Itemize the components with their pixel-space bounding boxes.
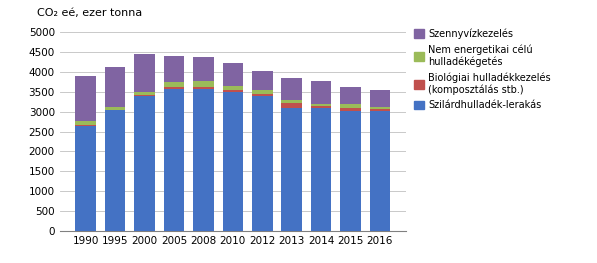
Bar: [164, 56, 184, 82]
Bar: [105, 110, 125, 231]
Bar: [252, 90, 273, 94]
Bar: [134, 92, 155, 95]
Bar: [340, 108, 361, 111]
Bar: [340, 87, 361, 104]
Bar: [164, 89, 184, 231]
Bar: [311, 108, 331, 231]
Bar: [75, 125, 96, 231]
Bar: [164, 82, 184, 87]
Bar: [134, 54, 155, 92]
Bar: [105, 109, 125, 110]
Bar: [75, 76, 96, 121]
Bar: [164, 87, 184, 89]
Bar: [193, 89, 214, 231]
Legend: Szennyvízkezelés, Nem energetikai célú
hulladékégetés, Biológiai hulladékkezelés: Szennyvízkezelés, Nem energetikai célú h…: [414, 28, 550, 110]
Bar: [311, 106, 331, 108]
Bar: [281, 78, 302, 100]
Bar: [370, 107, 390, 109]
Bar: [75, 121, 96, 125]
Bar: [193, 81, 214, 87]
Text: CO₂ eé, ezer tonna: CO₂ eé, ezer tonna: [37, 8, 143, 18]
Bar: [223, 90, 243, 92]
Bar: [370, 89, 390, 107]
Bar: [223, 92, 243, 231]
Bar: [134, 96, 155, 231]
Bar: [340, 104, 361, 108]
Bar: [193, 57, 214, 81]
Bar: [281, 100, 302, 103]
Bar: [223, 63, 243, 86]
Bar: [311, 81, 331, 104]
Bar: [252, 94, 273, 95]
Bar: [311, 104, 331, 106]
Bar: [105, 67, 125, 107]
Bar: [252, 95, 273, 231]
Bar: [193, 87, 214, 89]
Bar: [281, 103, 302, 108]
Bar: [281, 108, 302, 231]
Bar: [223, 86, 243, 90]
Bar: [134, 95, 155, 96]
Bar: [340, 111, 361, 231]
Bar: [252, 71, 273, 90]
Bar: [370, 111, 390, 231]
Bar: [370, 109, 390, 111]
Bar: [105, 107, 125, 109]
